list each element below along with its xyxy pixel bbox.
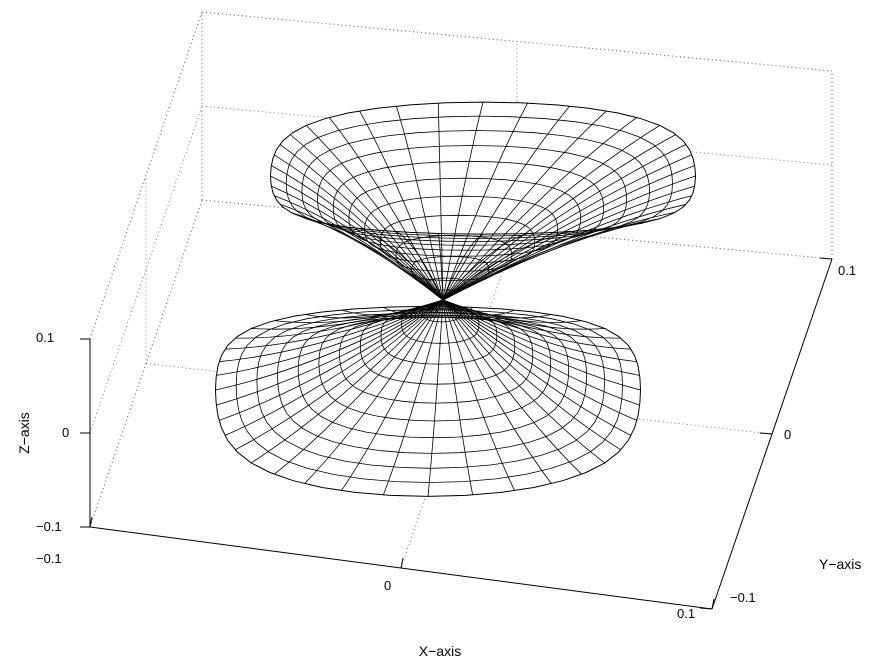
lower-lobe-meridian-4 <box>442 299 622 451</box>
lower-lobe-meridian-11 <box>382 299 444 496</box>
upper-lobe-meridian-35 <box>442 125 661 301</box>
lower-lobe-meridian-14 <box>273 299 444 475</box>
lower-lobe-meridian-10 <box>427 299 444 497</box>
y-axis-label: Y−axis <box>819 556 861 572</box>
z-tick-max: 0.1 <box>36 330 54 345</box>
upper-lobe-meridian-6 <box>442 223 637 301</box>
upper-lobe-meridian-25 <box>305 125 444 301</box>
upper-lobe-parallel-9 <box>411 255 490 281</box>
upper-lobe-meridian-33 <box>442 110 607 301</box>
x-tick-max: 0.1 <box>677 606 695 621</box>
lower-lobe-meridian-9 <box>442 299 474 496</box>
upper-lobe-parallel-4 <box>332 160 605 246</box>
x-tick-mark-2 <box>711 598 715 610</box>
tick-marks <box>80 257 833 610</box>
lower-lobe-meridian-13 <box>304 299 444 484</box>
lower-lobe-meridian-2 <box>442 299 638 421</box>
upper-lobe-meridian-26 <box>328 117 444 301</box>
upper-lobe-meridian-20 <box>270 175 444 301</box>
upper-lobe-parallel-7 <box>379 214 536 264</box>
upper-lobe-meridian-17 <box>279 203 444 301</box>
lower-lobe-meridian-19 <box>216 299 444 406</box>
lower-lobe-meridian-7 <box>442 299 552 484</box>
lower-lobe-parallel-7 <box>359 314 516 385</box>
upper-lobe-meridian-19 <box>271 185 444 301</box>
lower-lobe-meridian-5 <box>442 299 606 464</box>
lower-lobe-meridian-38 <box>442 299 637 363</box>
grid-left-wall-2 <box>89 11 203 340</box>
upper-lobe-meridian-1 <box>442 185 695 301</box>
lower-lobe-meridian-27 <box>304 299 444 319</box>
upper-lobe-meridian-38 <box>442 154 693 301</box>
lower-lobe-parallel-3 <box>277 314 587 454</box>
lower-lobe-parallel-5 <box>318 316 552 422</box>
y-tick-min: −0.1 <box>730 590 756 605</box>
lower-lobe-parallel-1 <box>235 309 623 483</box>
z-tick-zero: 0 <box>62 425 69 440</box>
lower-lobe-meridian-6 <box>442 299 583 475</box>
x-axis-label: X−axis <box>419 643 461 659</box>
upper-lobe-meridian-23 <box>279 144 444 301</box>
x-tick-mark-1 <box>400 557 404 569</box>
upper-lobe-meridian-39 <box>442 165 695 301</box>
upper-lobe-meridian-36 <box>442 134 677 301</box>
upper-lobe-parallel-10 <box>426 277 467 291</box>
y-tick-zero: 0 <box>784 427 791 442</box>
upper-lobe-meridian-22 <box>273 154 444 301</box>
lower-lobe-meridian-15 <box>250 299 444 464</box>
lower-lobe-meridian-24 <box>235 299 444 339</box>
y-tick-mark-0 <box>699 607 713 610</box>
lower-lobe-parallel-10 <box>421 304 462 323</box>
upper-lobe-parallel-8 <box>395 234 513 272</box>
upper-lobe-parallel-2 <box>301 130 650 239</box>
lower-lobe-meridian-18 <box>218 299 444 421</box>
lower-lobe-parallel-9 <box>401 308 480 344</box>
upper-lobe-meridian-24 <box>289 134 444 301</box>
upper-lobe-meridian-28 <box>396 105 444 301</box>
upper-lobe-meridian-37 <box>442 144 687 301</box>
z-tick-min: −0.1 <box>36 519 62 534</box>
lower-lobe-meridian-36 <box>442 299 621 339</box>
lower-lobe-mesh <box>214 299 642 497</box>
upper-lobe-meridian-5 <box>442 218 660 301</box>
upper-lobe-meridian-29 <box>437 103 444 301</box>
upper-lobe-meridian-32 <box>442 105 570 301</box>
lower-lobe-meridian-8 <box>442 299 515 491</box>
upper-lobe-mesh <box>269 101 697 301</box>
y-tick-mark-2 <box>819 257 833 260</box>
x-tick-mark-0 <box>89 516 93 528</box>
lower-lobe-meridian-21 <box>216 299 444 376</box>
z-axis-label: Z−axis <box>16 412 32 454</box>
upper-lobe-parallel-5 <box>348 177 582 251</box>
lower-lobe-parallel-2 <box>256 312 605 469</box>
upper-lobe-parallel-3 <box>317 145 627 242</box>
upper-lobe-meridian-18 <box>273 195 444 301</box>
x-tick-zero: 0 <box>384 578 391 593</box>
grid-floor-left <box>89 199 203 528</box>
y-tick-max: 0.1 <box>838 263 856 278</box>
upper-lobe-meridian-31 <box>442 102 529 301</box>
lower-lobe-meridian-16 <box>234 299 444 451</box>
grid-left-wall-1 <box>89 105 203 434</box>
lower-lobe-meridian-23 <box>224 299 444 350</box>
lower-lobe-meridian-17 <box>224 299 444 436</box>
lower-lobe-parallel-4 <box>297 316 570 439</box>
upper-lobe-parallel-6 <box>364 195 559 257</box>
lower-lobe-meridian-12 <box>341 299 444 491</box>
grid-back-wall-2 <box>201 11 833 72</box>
y-tick-mark-1 <box>759 432 773 435</box>
lower-lobe-meridian-3 <box>442 299 632 436</box>
upper-lobe-meridian-30 <box>442 102 484 301</box>
x-tick-min: −0.1 <box>36 551 62 566</box>
